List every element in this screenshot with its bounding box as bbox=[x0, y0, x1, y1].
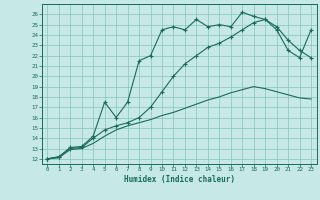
X-axis label: Humidex (Indice chaleur): Humidex (Indice chaleur) bbox=[124, 175, 235, 184]
